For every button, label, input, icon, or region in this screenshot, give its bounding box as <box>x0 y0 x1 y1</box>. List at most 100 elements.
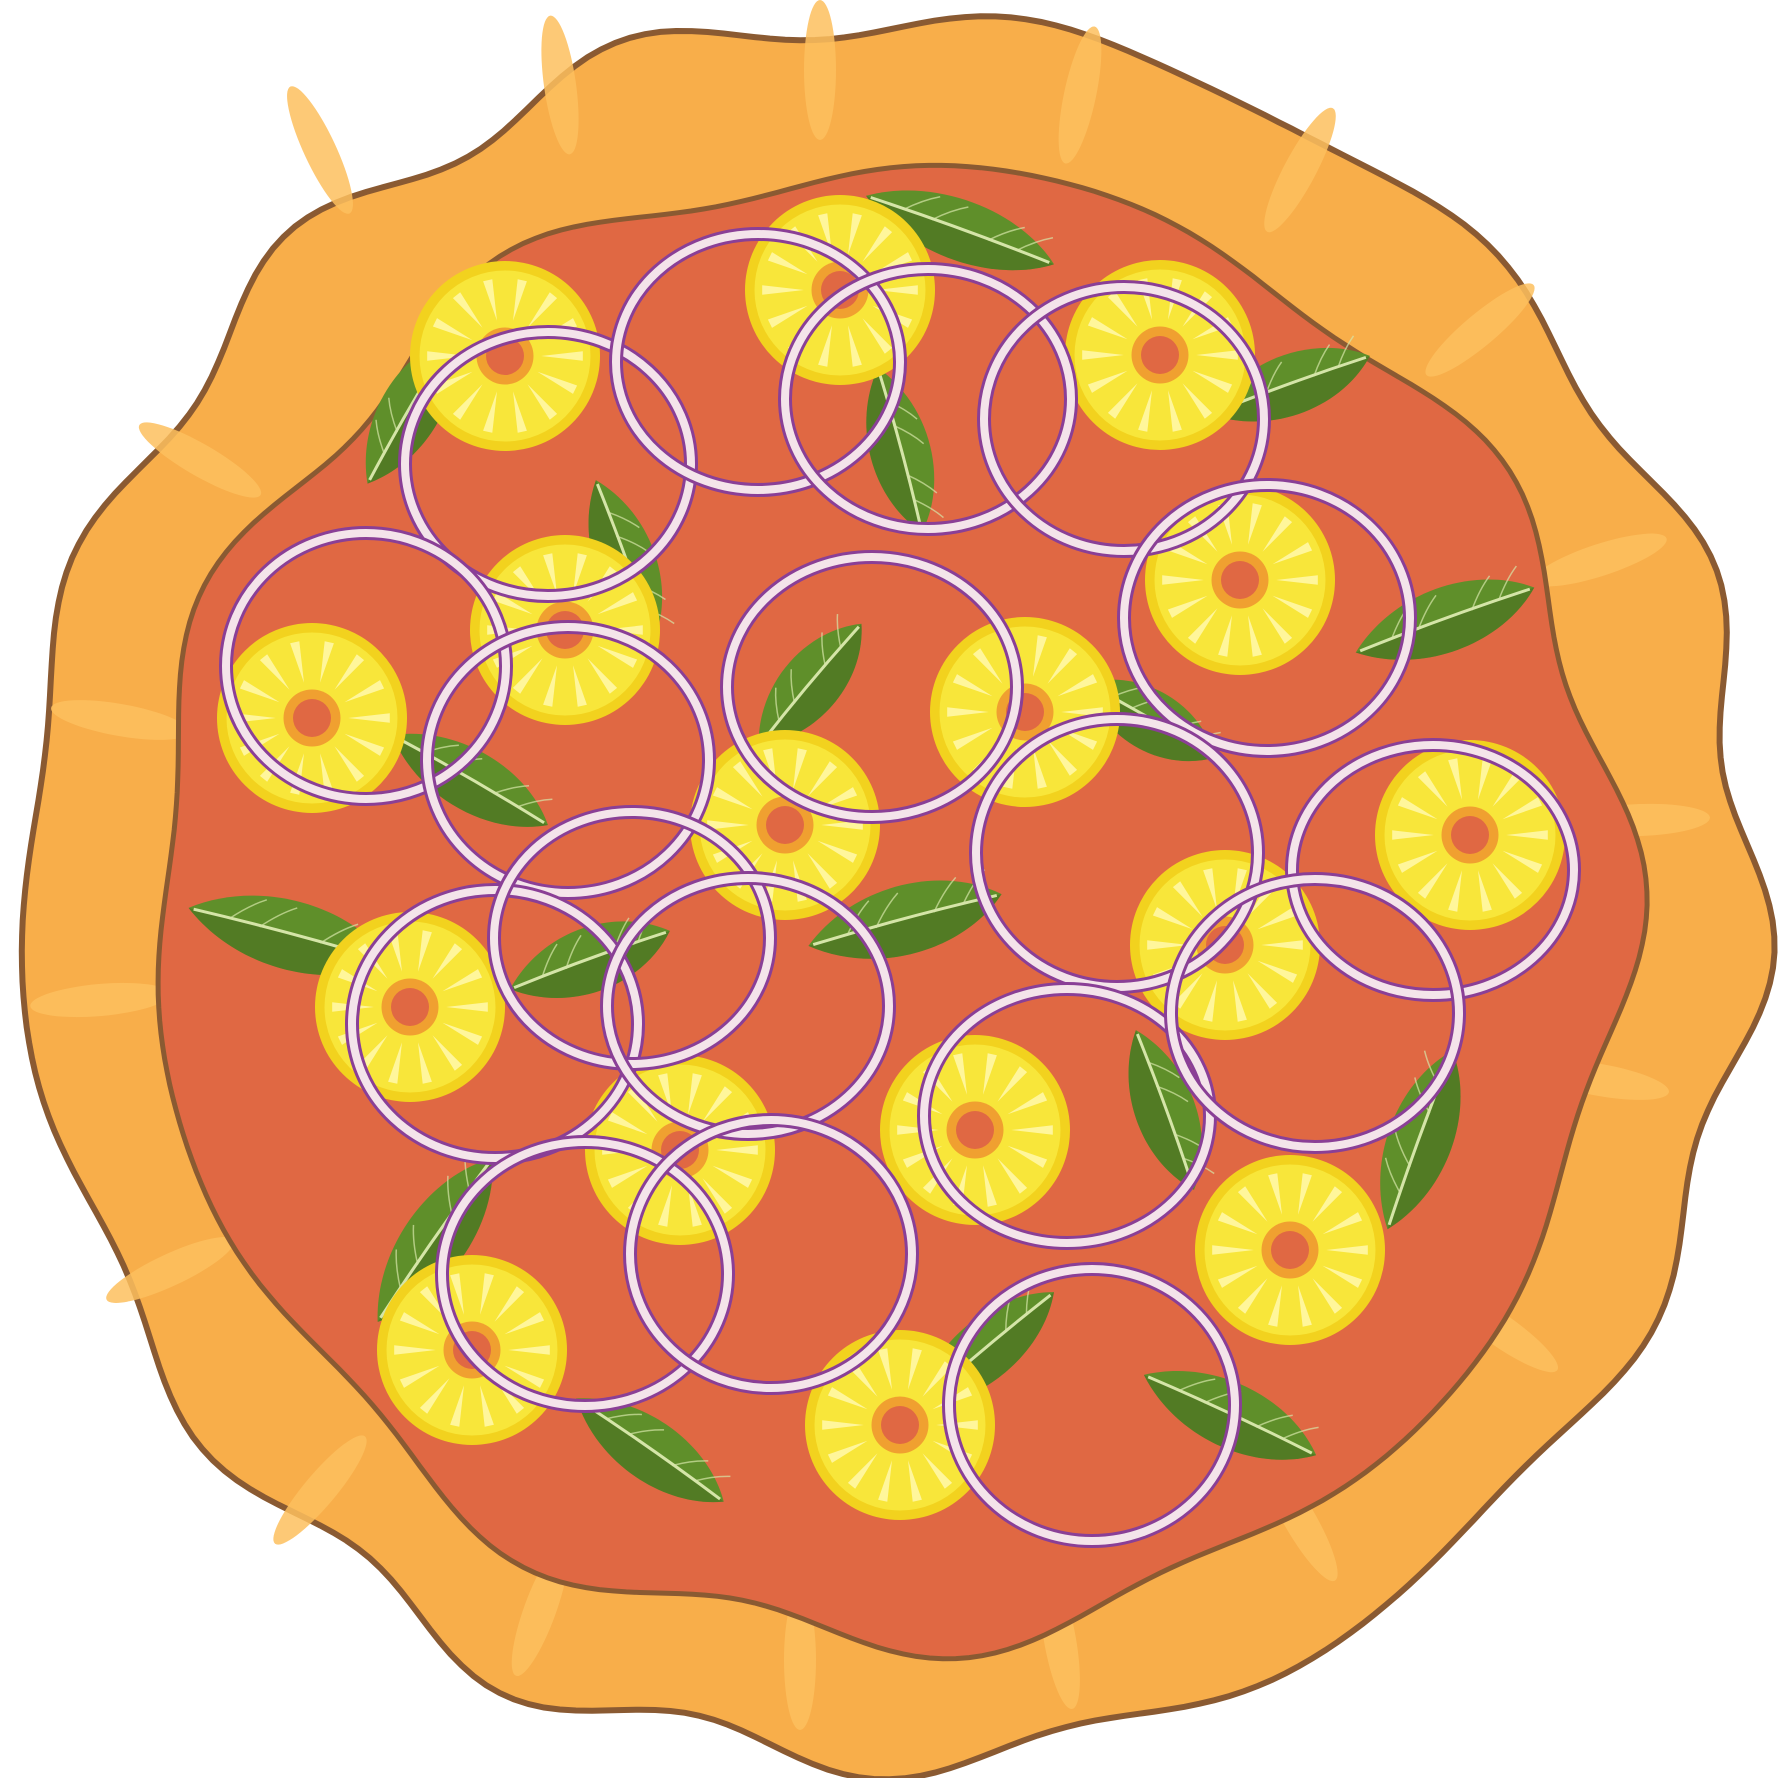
pineapple-ring-fiber <box>1492 863 1523 899</box>
pineapple-ring-fiber <box>908 1460 922 1502</box>
basil-leaf-vein <box>513 930 667 990</box>
pineapple-ring-hole <box>1221 561 1259 599</box>
pineapple-ring-fiber <box>1182 383 1213 419</box>
pineapple-ring-fiber <box>827 1440 868 1463</box>
pineapple-ring-fiber <box>1187 608 1218 644</box>
pineapple-ring-hole <box>766 806 804 844</box>
basil-leaf-vein <box>1497 565 1517 601</box>
pineapple-ring-fiber <box>807 853 838 889</box>
pineapple-ring-fiber <box>1272 542 1313 565</box>
basil-leaf-vein <box>259 907 298 928</box>
pineapple-ring-fiber <box>762 285 804 295</box>
pineapple-ring-fiber <box>1397 850 1438 873</box>
pineapple-ring-fiber <box>418 930 432 972</box>
pineapple-ring-fiber <box>1417 771 1448 807</box>
pineapple-ring-fiber <box>399 1365 440 1388</box>
pineapple-ring-fiber <box>922 1453 953 1489</box>
pineapple-ring-fiber <box>480 1385 494 1427</box>
pineapple-ring-fiber <box>848 213 862 255</box>
basil-leaf <box>758 614 862 747</box>
pineapple-ring-fiber <box>878 1348 892 1390</box>
onion-ring <box>487 805 777 1071</box>
pineapple-ring-fiber <box>1033 747 1047 789</box>
pineapple-ring-hole <box>1451 816 1489 854</box>
basil-leaf-vein <box>903 195 941 211</box>
crust-highlight <box>106 1237 234 1303</box>
pineapple-ring-fiber <box>1448 758 1462 800</box>
pineapple-ring <box>805 1330 995 1520</box>
pineapple-ring-fiber <box>1268 1173 1282 1215</box>
pineapple-ring <box>930 617 1120 807</box>
pineapple-ring-fiber <box>688 1073 702 1115</box>
onion-ring <box>778 262 1078 536</box>
pineapple-ring-fiber <box>483 391 497 433</box>
basil-leaf-vein <box>388 397 398 433</box>
pineapple-ring-fiber <box>442 969 483 992</box>
pineapple-ring-fiber <box>450 1273 464 1315</box>
pineapple-ring-fiber <box>504 1312 545 1335</box>
pineapple-ring <box>1375 740 1565 930</box>
pineapple-ring-fiber <box>702 1178 733 1214</box>
pineapple-ring-fiber <box>793 748 807 790</box>
basil-leaf-vein <box>1471 575 1491 611</box>
onion-rings <box>219 227 1581 1548</box>
basil-leaf-vein <box>1281 1426 1319 1440</box>
pineapple-ring-hole <box>293 699 331 737</box>
pineapple-ring-fiber <box>1448 870 1462 912</box>
crust-highlight <box>1058 26 1102 164</box>
pineapple-ring-fiber <box>1326 1245 1368 1255</box>
crust-highlight <box>784 1590 816 1730</box>
pineapple-ring-fiber <box>732 761 763 797</box>
pineapple-ring-fiber <box>1261 940 1303 950</box>
pineapple-ring-fiber <box>541 351 583 361</box>
pineapple-ring-fiber <box>1047 648 1078 684</box>
pineapple-ring-fiber <box>394 1345 436 1355</box>
onion-ring-flesh <box>603 874 893 1138</box>
pineapple-ring-fiber <box>1087 370 1128 393</box>
pineapple-ring-fiber <box>1233 980 1247 1022</box>
basil-leaf-vein <box>870 196 1050 264</box>
basil-leaf-vein <box>774 687 780 722</box>
pineapple-ring-fiber <box>357 1035 388 1071</box>
onion-ring-flesh <box>1167 875 1463 1151</box>
basil-leaf-shade <box>866 195 1054 271</box>
pineapple-ring-fiber <box>504 1365 545 1388</box>
pineapple-ring-fiber <box>1248 615 1262 657</box>
basil-leaf-vein <box>1016 237 1054 252</box>
crust-highlight <box>287 86 353 214</box>
pineapple-ring-fiber <box>1502 850 1543 873</box>
basil-leaf-vein <box>1156 1085 1189 1103</box>
basil-leaf <box>1380 1050 1461 1230</box>
basil-leaf-vein <box>821 632 827 667</box>
pineapple-ring-fiber <box>513 279 527 321</box>
pineapple-ring-fiber <box>388 1042 402 1084</box>
basil-leaf-vein <box>933 876 957 913</box>
pineapple-ring-fiber <box>573 665 587 707</box>
pineapple-ring-fiber <box>767 305 808 328</box>
pineapple-ring-fiber <box>1247 973 1278 1009</box>
pineapple-ring-fiber <box>483 279 497 321</box>
pineapple-ring-fiber <box>997 1066 1028 1102</box>
onion-ring-flesh <box>723 553 1021 821</box>
crust-highlight <box>804 0 836 140</box>
onion-ring <box>219 526 513 806</box>
pineapple-ring-fiber <box>1152 907 1193 930</box>
onion-ring <box>623 1113 919 1395</box>
basil-leaf <box>866 190 1054 271</box>
pineapple-ring-fiber <box>508 1345 550 1355</box>
pineapple-ring-fiber <box>418 1042 432 1084</box>
onion-ring <box>345 883 645 1165</box>
basil-leaf-vein <box>320 923 359 944</box>
pineapple-ring-fiber <box>527 384 558 420</box>
onion-ring-flesh <box>438 1138 732 1410</box>
basil-leaf-vein <box>1178 1378 1216 1392</box>
pineapple-ring-fiber <box>1082 350 1124 360</box>
pineapple-ring-fiber <box>348 713 390 723</box>
pineapple-ring-fiber <box>607 1112 648 1135</box>
pineapple-ring-fiber <box>427 351 469 361</box>
pineapple-ring-fiber <box>537 371 578 394</box>
pineapple-ring-fiber <box>432 943 463 979</box>
pineapple-ring-fiber <box>1107 291 1138 327</box>
pineapple-ring-fiber <box>480 1273 494 1315</box>
